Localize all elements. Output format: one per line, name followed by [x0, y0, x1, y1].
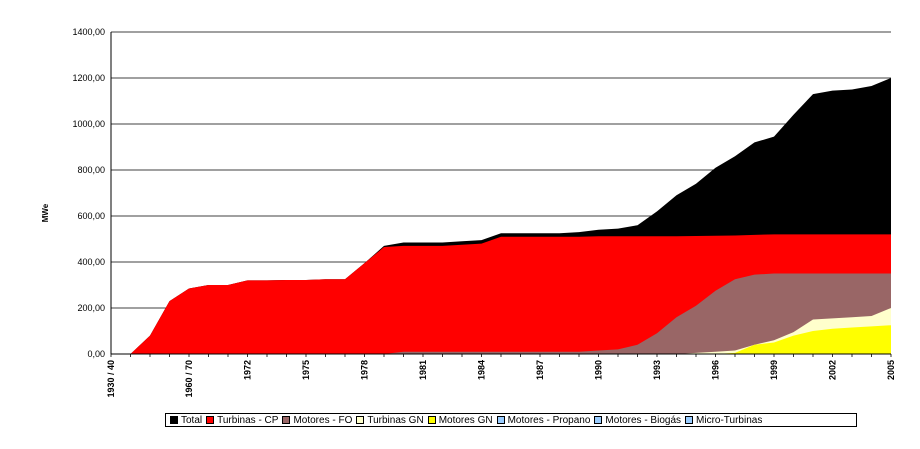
x-tick-label: 2002 [828, 360, 838, 380]
legend-label: Turbinas GN [367, 414, 424, 426]
x-tick-label: 1999 [769, 360, 779, 380]
legend: Total Turbinas - CP Motores - FO Turbinas G… [165, 413, 857, 427]
x-tick-label: 1975 [301, 360, 311, 380]
area-motores-fo [111, 273, 891, 354]
x-tick-label: 1996 [711, 360, 721, 380]
legend-label: Motores - Propano [507, 414, 591, 426]
y-axis-label: MWe [41, 203, 50, 222]
legend-swatch [496, 416, 505, 424]
legend-swatch [356, 416, 365, 424]
x-tick-label: 1993 [652, 360, 662, 380]
legend-label: Turbinas - CP [217, 414, 279, 426]
legend-swatch [685, 416, 694, 424]
y-tick-label: 800,00 [77, 165, 105, 175]
legend-item-turbinas-gn: Turbinas GN [356, 414, 424, 426]
y-tick-label: 1200,00 [72, 73, 105, 83]
x-tick-label: 1930 / 40 [106, 360, 116, 398]
y-tick-label: 0,00 [87, 349, 105, 359]
legend-swatch [282, 416, 291, 424]
x-tick-label: 2005 [886, 360, 896, 380]
y-tick-label: 600,00 [77, 211, 105, 221]
legend-item-motores-propano: Motores - Propano [496, 414, 591, 426]
x-tick-label: 1981 [418, 360, 428, 380]
legend-item-motores-fo: Motores - FO [282, 415, 352, 426]
legend-swatch [206, 416, 215, 424]
area-motores-gn [111, 325, 891, 354]
legend-swatch [170, 416, 178, 424]
legend-label: Motores - FO [293, 414, 353, 426]
x-tick-labels: 1930 / 40 1960 / 70 1972 1975 1978 1981 1984 19… [106, 360, 896, 398]
legend-label: Micro-Turbinas [696, 414, 763, 426]
legend-label: Motores - Biogás [605, 414, 682, 426]
y-tick-labels: 0,00 200,00 400,00 600,00 800,00 1000,00 1200,… [72, 27, 105, 359]
legend-label: Total [181, 414, 203, 426]
legend-item-motores-biog-s: Motores - Biogás [594, 415, 681, 426]
gridlines [111, 31, 891, 309]
x-tick-label: 1990 [594, 360, 604, 380]
legend-label: Motores GN [438, 414, 493, 426]
legend-swatch [427, 416, 436, 424]
legend-swatch [594, 416, 603, 424]
series-areas [111, 78, 891, 354]
x-tick-label: 1987 [535, 360, 545, 380]
y-tick-label: 400,00 [77, 257, 105, 267]
y-tick-label: 1400,00 [72, 27, 105, 37]
x-tick-label: 1984 [477, 360, 487, 380]
x-tick-label: 1978 [360, 360, 370, 380]
legend-item-micro-turbinas: Micro-Turbinas [685, 415, 762, 426]
x-tick-label: 1960 / 70 [184, 360, 194, 398]
axes [110, 32, 892, 357]
legend-item-total: Total [170, 415, 202, 426]
legend-item-turbinas-cp: Turbinas - CP [206, 415, 278, 426]
y-tick-label: 200,00 [77, 303, 105, 313]
y-tick-label: 1000,00 [72, 119, 105, 129]
legend-item-motores-gn: Motores GN [427, 414, 493, 426]
x-tick-label: 1972 [243, 360, 253, 380]
